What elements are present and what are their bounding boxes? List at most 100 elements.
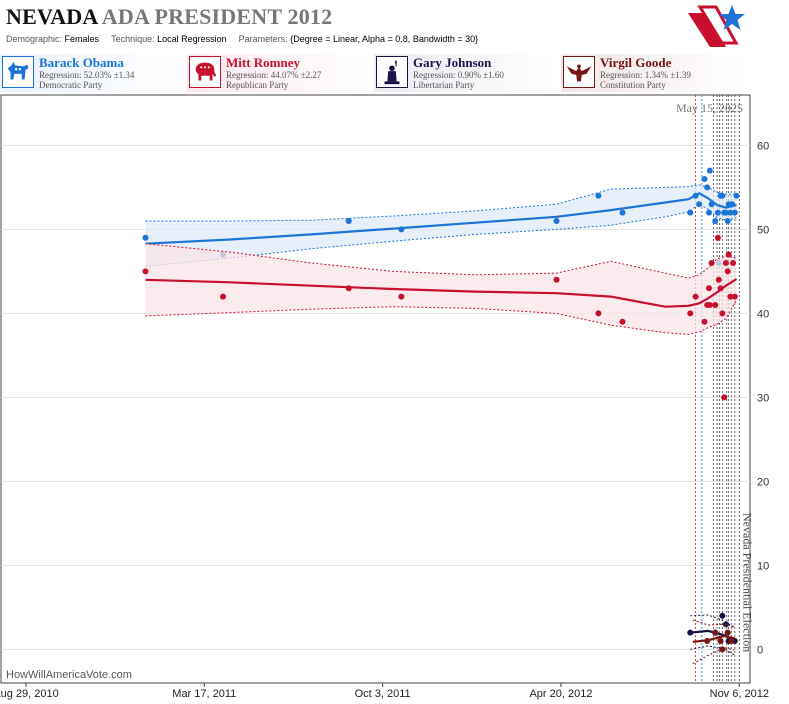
poll-point-mitt-romney	[722, 260, 729, 266]
candidate-name: Mitt Romney	[226, 55, 301, 70]
poll-point-barack-obama	[696, 201, 703, 208]
x-tick-label: Nov 6, 2012	[710, 688, 769, 700]
poll-point-barack-obama	[712, 218, 719, 224]
poll-point-mitt-romney	[715, 276, 722, 283]
title-election: ADA PRESIDENT 2012	[101, 4, 333, 29]
poll-point-mitt-romney	[398, 293, 405, 300]
poll-point-mitt-romney	[719, 310, 726, 317]
poll-point-mitt-romney	[705, 285, 712, 292]
poll-point-barack-obama	[724, 218, 731, 224]
upper-bound-gary-johnson	[690, 614, 736, 629]
candidate-party: Libertarian Party	[413, 80, 475, 90]
poll-point-mitt-romney	[595, 310, 602, 317]
poll-point-mitt-romney	[708, 260, 715, 266]
trend-line-virgil-goode	[692, 634, 736, 643]
plot-area	[0, 94, 751, 684]
candidate-name: Barack Obama	[39, 55, 124, 70]
candidate-name: Gary Johnson	[413, 55, 492, 70]
poll-point-barack-obama	[708, 201, 715, 208]
upper-bound-mitt-romney	[145, 243, 737, 279]
y-tick-label: 30	[757, 392, 769, 404]
poll-point-mitt-romney	[727, 293, 734, 300]
x-tick-label: Mar 17, 2011	[172, 688, 236, 700]
poll-point-mitt-romney	[345, 285, 352, 292]
candidate-party: Constitution Party	[600, 80, 666, 90]
candidate-party: Democratic Party	[39, 80, 103, 90]
candidate-regression: Regression: 1.34% ±1.39	[600, 70, 691, 80]
candidate-party: Republican Party	[226, 80, 289, 90]
poll-point-mitt-romney	[725, 251, 732, 258]
poll-point-mitt-romney	[724, 268, 731, 275]
technique-label: Technique:	[111, 34, 155, 44]
candidate-regression: Regression: 52.03% ±1.34	[39, 70, 135, 80]
poll-point-mitt-romney	[731, 293, 738, 300]
poll-point-barack-obama	[719, 192, 726, 199]
x-tick-label: Aug 29, 2010	[0, 688, 59, 700]
lower-bound-barack-obama	[145, 203, 737, 267]
poll-point-barack-obama	[733, 192, 740, 199]
candidate-regression: Regression: 0.90% ±1.60	[413, 70, 504, 80]
date-label: May 15, 2025	[676, 101, 743, 115]
election-label: Nevada Presidential Election	[740, 513, 754, 652]
poll-point-barack-obama	[731, 209, 738, 216]
trend-line-barack-obama	[145, 192, 737, 245]
y-tick-label: 10	[757, 560, 769, 572]
poll-point-virgil-goode	[712, 629, 719, 636]
donkey-icon	[2, 56, 34, 88]
trend-line-mitt-romney	[145, 278, 738, 308]
site-credit[interactable]: HowWillAmericaVote.com	[6, 669, 132, 681]
parameters-label: Parameters:	[238, 34, 288, 44]
poll-point-mitt-romney	[220, 293, 227, 300]
candidate-card-obama[interactable]: Barack Obama Regression: 52.03% ±1.34 De…	[0, 54, 186, 92]
poll-point-barack-obama	[701, 176, 708, 182]
poll-point-mitt-romney	[730, 260, 737, 266]
y-tick-label: 60	[757, 140, 769, 152]
upper-bound-virgil-goode	[692, 619, 735, 628]
poll-point-mitt-romney	[714, 234, 721, 241]
poll-point-mitt-romney	[142, 268, 149, 275]
candidate-card-goode[interactable]: Virgil Goode Regression: 1.34% ±1.39 Con…	[561, 54, 747, 92]
y-tick-label: 20	[757, 476, 769, 488]
poll-point-virgil-goode	[724, 629, 731, 636]
poll-point-virgil-goode	[719, 646, 726, 653]
liberty-statue-icon	[376, 56, 408, 88]
candidate-card-johnson[interactable]: Gary Johnson Regression: 0.90% ±1.60 Lib…	[374, 54, 560, 92]
title-state: NEVADA	[6, 4, 98, 29]
poll-point-barack-obama	[553, 218, 560, 224]
y-tick-label: 40	[757, 308, 769, 320]
star-flag-logo-icon[interactable]	[686, 3, 750, 51]
poll-point-barack-obama	[142, 234, 149, 241]
poll-point-mitt-romney	[721, 394, 728, 401]
poll-point-barack-obama	[706, 167, 713, 174]
lower-bound-gary-johnson	[690, 645, 736, 656]
page-title: NEVADA ADA PRESIDENT 2012	[6, 4, 332, 30]
poll-point-virgil-goode	[717, 638, 724, 644]
demographic-label: Demographic:	[6, 34, 63, 44]
chart-parameters: Demographic: Females Technique: Local Reg…	[6, 34, 490, 44]
poll-point-barack-obama	[714, 209, 721, 216]
poll-point-mitt-romney	[553, 276, 560, 283]
poll-point-barack-obama	[727, 209, 734, 216]
poll-point-gary-johnson	[719, 612, 726, 619]
x-tick-label: Apr 20, 2012	[529, 688, 592, 700]
poll-point-barack-obama	[722, 209, 729, 216]
lower-bound-mitt-romney	[145, 299, 738, 335]
candidate-regression: Regression: 44.07% ±2.27	[226, 70, 322, 80]
poll-point-mitt-romney	[619, 318, 626, 325]
poll-point-mitt-romney	[701, 318, 708, 325]
lower-bound-virgil-goode	[692, 647, 735, 665]
y-tick-label: 50	[757, 224, 769, 236]
poll-point-mitt-romney	[692, 293, 699, 300]
candidate-card-romney[interactable]: Mitt Romney Regression: 44.07% ±2.27 Rep…	[187, 54, 373, 92]
eagle-icon	[563, 56, 595, 88]
poll-point-barack-obama	[729, 201, 736, 208]
poll-point-barack-obama	[704, 184, 711, 191]
parameters-value: {Degree = Linear, Alpha = 0.8, Bandwidth…	[290, 34, 479, 44]
poll-point-barack-obama	[398, 226, 405, 233]
poll-point-barack-obama	[595, 192, 602, 199]
poll-point-mitt-romney	[687, 310, 694, 317]
poll-point-virgil-goode	[728, 638, 735, 644]
poll-point-mitt-romney	[706, 302, 713, 308]
poll-point-mitt-romney	[717, 285, 724, 292]
